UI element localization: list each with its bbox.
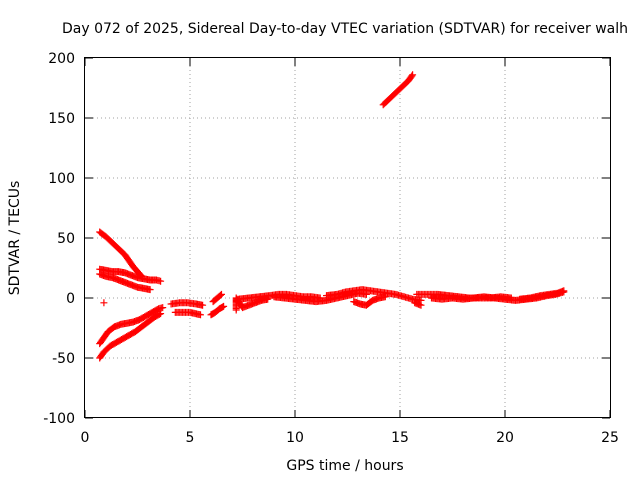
plot-frame — [84, 57, 611, 418]
data-point — [218, 290, 225, 298]
data-point — [220, 302, 228, 310]
series-sat-c — [96, 270, 154, 294]
y-axis-label: SDTVAR / TECUs — [7, 181, 23, 296]
series-sat-i — [207, 302, 228, 319]
series-sat-g — [167, 299, 207, 309]
series-sat-o — [350, 293, 389, 309]
series-sat-t — [516, 287, 568, 303]
grid — [85, 58, 610, 418]
data-point — [216, 291, 224, 299]
series-sat-b — [96, 265, 165, 285]
data-point — [146, 286, 154, 294]
x-tick-label: 5 — [186, 430, 195, 446]
series-sat-j — [209, 290, 225, 306]
series-sat-h — [171, 308, 204, 319]
x-axis-label: GPS time / hours — [286, 458, 403, 474]
x-tick-label: 20 — [496, 430, 514, 446]
data-point — [100, 299, 108, 307]
data-point — [155, 310, 163, 318]
data-point — [197, 311, 204, 319]
series-sat-q — [411, 299, 425, 309]
series-sat-e — [96, 304, 167, 348]
data-point — [408, 72, 416, 80]
x-tick-label: 10 — [286, 430, 304, 446]
y-tick-label: 200 — [48, 51, 75, 67]
y-tick-label: 100 — [48, 171, 75, 187]
x-tick-label: 15 — [391, 430, 409, 446]
x-tick-label: 0 — [81, 430, 90, 446]
series-sat-f — [96, 310, 165, 362]
data-point — [560, 287, 568, 295]
y-tick-label: 0 — [66, 291, 75, 307]
chart-title: Day 072 of 2025, Sidereal Day-to-day VTE… — [62, 21, 628, 37]
series-sat-d — [100, 299, 108, 307]
data-point — [381, 293, 389, 301]
y-tick-label: 50 — [57, 231, 75, 247]
data-point — [199, 301, 207, 309]
y-tick-label: 150 — [48, 111, 75, 127]
data-marks — [96, 71, 568, 362]
series-sat-p — [379, 71, 417, 109]
data-point — [409, 71, 417, 79]
y-tick-label: -50 — [52, 351, 75, 367]
x-tick-label: 25 — [601, 430, 619, 446]
data-point — [159, 304, 167, 312]
axis-ticks: 0 5 10 15 20 25 -100 -50 0 50 100 150 200 — [43, 51, 619, 446]
y-tick-label: -100 — [43, 411, 75, 427]
data-point — [157, 277, 165, 285]
data-point — [157, 310, 165, 318]
data-point — [417, 301, 425, 309]
